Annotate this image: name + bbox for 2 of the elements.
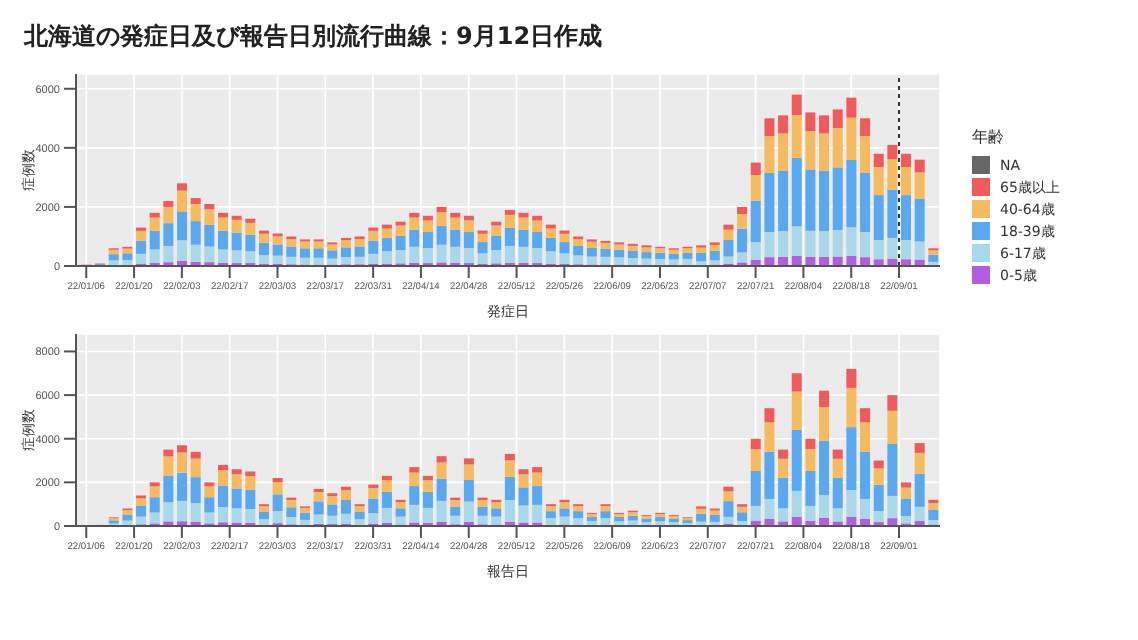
legend-title: 年齢 (972, 126, 1006, 148)
chart-title: 北海道の発症日及び報告日別流行曲線：9月12日作成 (21, 20, 605, 54)
